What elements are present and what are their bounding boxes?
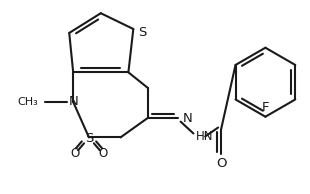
Text: O: O [71, 147, 80, 160]
Text: S: S [85, 132, 93, 145]
Text: HN: HN [195, 130, 213, 143]
Text: O: O [216, 157, 226, 170]
Text: CH₃: CH₃ [17, 97, 38, 107]
Text: F: F [262, 101, 269, 114]
Text: O: O [98, 147, 107, 160]
Text: S: S [138, 26, 147, 39]
Text: N: N [68, 95, 78, 108]
Text: N: N [183, 112, 192, 125]
